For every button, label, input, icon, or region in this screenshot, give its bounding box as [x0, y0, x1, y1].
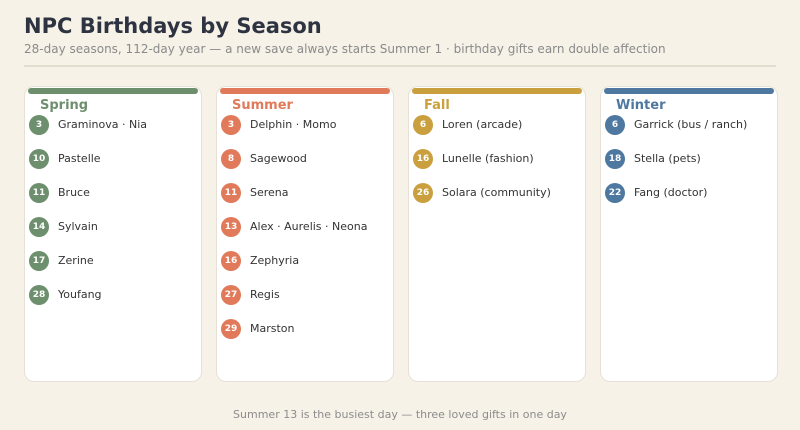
- birthday-item: 22 Fang (doctor): [605, 183, 777, 217]
- day-badge: 6: [413, 115, 433, 135]
- day-badge: 10: [29, 149, 49, 169]
- birthday-item: 6 Garrick (bus / ranch): [605, 115, 777, 149]
- season-title: Summer: [232, 98, 293, 113]
- season-accent-bar: [220, 88, 390, 94]
- season-accent-bar: [28, 88, 198, 94]
- birthday-item: 8 Sagewood: [221, 149, 393, 183]
- npc-name: Alex · Aurelis · Neona: [250, 220, 368, 233]
- npc-name: Garrick (bus / ranch): [634, 118, 748, 131]
- birthday-list: 3 Graminova · Nia 10 Pastelle 11 Bruce 14 Sylva…: [29, 115, 201, 319]
- season-card-winter: Winter 6 Garrick (bus / ranch) 18 Stella (p…: [600, 86, 778, 382]
- npc-name: Fang (doctor): [634, 186, 708, 199]
- npc-name: Zerine: [58, 254, 94, 267]
- npc-name: Graminova · Nia: [58, 118, 148, 131]
- npc-name: Sylvain: [58, 220, 98, 233]
- birthday-item: 10 Pastelle: [29, 149, 201, 183]
- day-badge: 11: [29, 183, 49, 203]
- day-badge: 11: [221, 183, 241, 203]
- npc-name: Solara (community): [442, 186, 551, 199]
- day-badge: 17: [29, 251, 49, 271]
- birthday-item: 16 Zephyria: [221, 251, 393, 285]
- day-badge: 18: [605, 149, 625, 169]
- day-badge: 13: [221, 217, 241, 237]
- day-badge: 3: [29, 115, 49, 135]
- npc-name: Lunelle (fashion): [442, 152, 534, 165]
- day-badge: 22: [605, 183, 625, 203]
- birthday-item: 18 Stella (pets): [605, 149, 777, 183]
- page-title: NPC Birthdays by Season: [24, 14, 322, 38]
- birthday-item: 11 Serena: [221, 183, 393, 217]
- birthday-list: 6 Loren (arcade) 16 Lunelle (fashion) 26 Sola…: [413, 115, 585, 217]
- npc-name: Serena: [250, 186, 289, 199]
- footer-note: Summer 13 is the busiest day — three lov…: [233, 408, 567, 421]
- birthday-item: 13 Alex · Aurelis · Neona: [221, 217, 393, 251]
- season-card-fall: Fall 6 Loren (arcade) 16 Lunelle (fashion) 2…: [408, 86, 586, 382]
- day-badge: 3: [221, 115, 241, 135]
- day-badge: 27: [221, 285, 241, 305]
- birthday-list: 6 Garrick (bus / ranch) 18 Stella (pets) 22 F…: [605, 115, 777, 217]
- npc-name: Stella (pets): [634, 152, 701, 165]
- birthday-item: 16 Lunelle (fashion): [413, 149, 585, 183]
- day-badge: 14: [29, 217, 49, 237]
- day-badge: 28: [29, 285, 49, 305]
- day-badge: 26: [413, 183, 433, 203]
- day-badge: 16: [221, 251, 241, 271]
- birthday-item: 26 Solara (community): [413, 183, 585, 217]
- day-badge: 6: [605, 115, 625, 135]
- season-title: Fall: [424, 98, 450, 113]
- birthday-item: 27 Regis: [221, 285, 393, 319]
- day-badge: 8: [221, 149, 241, 169]
- npc-name: Youfang: [58, 288, 102, 301]
- npc-name: Loren (arcade): [442, 118, 523, 131]
- birthday-item: 14 Sylvain: [29, 217, 201, 251]
- npc-name: Regis: [250, 288, 280, 301]
- page-subtitle: 28-day seasons, 112-day year — a new sav…: [24, 42, 666, 56]
- npc-name: Marston: [250, 322, 295, 335]
- season-title: Spring: [40, 98, 89, 113]
- season-card-spring: Spring 3 Graminova · Nia 10 Pastelle 11 Bruce…: [24, 86, 202, 382]
- day-badge: 16: [413, 149, 433, 169]
- birthday-list: 3 Delphin · Momo 8 Sagewood 11 Serena 13 Alex ·…: [221, 115, 393, 353]
- npc-name: Bruce: [58, 186, 90, 199]
- header-divider: [24, 65, 776, 67]
- npc-name: Sagewood: [250, 152, 307, 165]
- birthday-item: 6 Loren (arcade): [413, 115, 585, 149]
- season-accent-bar: [412, 88, 582, 94]
- npc-name: Zephyria: [250, 254, 300, 267]
- birthday-item: 11 Bruce: [29, 183, 201, 217]
- npc-name: Delphin · Momo: [250, 118, 337, 131]
- season-title: Winter: [616, 98, 666, 113]
- birthday-item: 3 Graminova · Nia: [29, 115, 201, 149]
- day-badge: 29: [221, 319, 241, 339]
- birthday-item: 17 Zerine: [29, 251, 201, 285]
- season-card-summer: Summer 3 Delphin · Momo 8 Sagewood 11 Serena 1…: [216, 86, 394, 382]
- birthday-item: 28 Youfang: [29, 285, 201, 319]
- birthday-item: 3 Delphin · Momo: [221, 115, 393, 149]
- season-cards: Spring 3 Graminova · Nia 10 Pastelle 11 Bruce…: [24, 86, 780, 384]
- npc-name: Pastelle: [58, 152, 101, 165]
- season-accent-bar: [604, 88, 774, 94]
- birthday-item: 29 Marston: [221, 319, 393, 353]
